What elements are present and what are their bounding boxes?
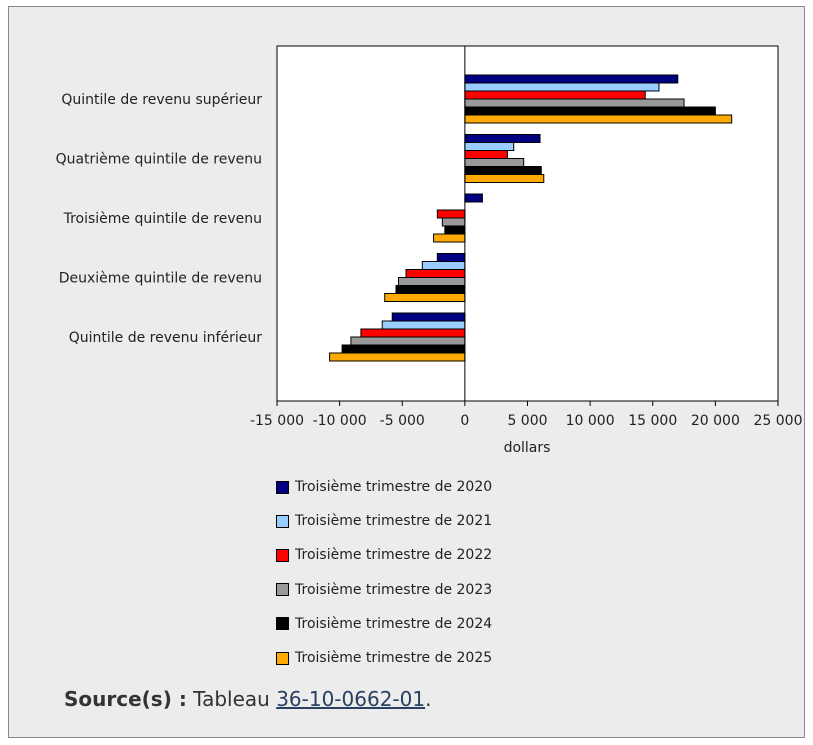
x-tick-label: 5 000: [507, 413, 547, 429]
legend-swatch: [276, 480, 289, 494]
source-table-link[interactable]: 36-10-0662-01: [276, 687, 426, 711]
category-label: Troisième quintile de revenu: [63, 211, 262, 227]
legend-swatch: [276, 583, 289, 597]
bar-chart: Quintile de revenu supérieur Quatrième qu…: [56, 45, 803, 456]
legend-item: Troisième trimestre de 2023: [276, 573, 492, 607]
bar: [433, 233, 466, 243]
x-tick-label: 10 000: [566, 413, 615, 429]
category-labels: Quintile de revenu supérieur Quatrième qu…: [56, 92, 263, 346]
legend-label: Troisième trimestre de 2023: [295, 581, 493, 598]
category-label: Quintile de revenu supérieur: [61, 92, 262, 108]
bar: [395, 285, 466, 294]
bar: [464, 142, 515, 151]
legend-swatch: [276, 548, 289, 562]
legend-label: Troisième trimestre de 2020: [295, 479, 493, 496]
bar: [464, 98, 685, 108]
legend: Troisième trimestre de 2020 Troisième tri…: [276, 470, 492, 675]
bar: [444, 225, 466, 235]
x-tick-label: 25 000: [754, 413, 803, 429]
legend-item: Troisième trimestre de 2025: [276, 641, 492, 675]
bar: [464, 74, 679, 84]
x-tick-label: -15 000: [250, 413, 304, 429]
bar: [464, 82, 660, 92]
legend-swatch: [276, 617, 289, 631]
legend-item: Troisième trimestre de 2020: [276, 470, 492, 504]
bar: [391, 312, 466, 322]
bar: [341, 344, 466, 354]
category-label: Deuxième quintile de revenu: [59, 271, 262, 287]
legend-label: Troisième trimestre de 2022: [295, 547, 493, 564]
bar: [464, 134, 541, 143]
bar: [464, 174, 545, 183]
legend-label: Troisième trimestre de 2024: [295, 615, 493, 632]
bar: [464, 90, 646, 100]
bar: [329, 352, 466, 362]
source-line: Source(s) : Tableau 36-10-0662-01.: [64, 687, 431, 711]
x-tick-label: 15 000: [628, 413, 677, 429]
bar: [464, 106, 716, 116]
bar: [464, 150, 508, 159]
x-tick-label: 0: [460, 413, 469, 429]
bar: [381, 320, 466, 330]
bar: [436, 253, 466, 262]
x-tick-label: -5 000: [380, 413, 425, 429]
legend-item: Troisième trimestre de 2022: [276, 538, 492, 572]
legend-label: Troisième trimestre de 2021: [295, 513, 493, 530]
source-suffix: .: [425, 687, 432, 711]
x-ticks: -15 000 -10 000 -5 000 0 5 000 10 000 15 000 20…: [250, 401, 803, 429]
x-tick-label: 20 000: [691, 413, 740, 429]
bar: [421, 261, 466, 270]
legend-item: Troisième trimestre de 2021: [276, 504, 492, 538]
bar: [464, 166, 542, 175]
x-tick-label: -10 000: [313, 413, 367, 429]
bar: [436, 209, 466, 219]
bar: [360, 328, 466, 338]
legend-swatch: [276, 514, 289, 528]
legend-swatch: [276, 651, 289, 665]
source-label: Source(s) :: [64, 687, 187, 711]
source-text: Tableau: [193, 687, 270, 711]
legend-item: Troisième trimestre de 2024: [276, 607, 492, 641]
bar: [405, 269, 466, 278]
bar: [350, 336, 466, 346]
category-label: Quatrième quintile de revenu: [56, 152, 262, 168]
bar: [397, 277, 466, 286]
bar: [441, 217, 466, 227]
category-label: Quintile de revenu inférieur: [69, 330, 263, 346]
x-axis-label: dollars: [504, 440, 551, 456]
bar: [464, 193, 483, 203]
bar: [384, 293, 466, 302]
bar: [464, 114, 733, 124]
legend-label: Troisième trimestre de 2025: [295, 650, 493, 667]
bar: [464, 158, 525, 167]
